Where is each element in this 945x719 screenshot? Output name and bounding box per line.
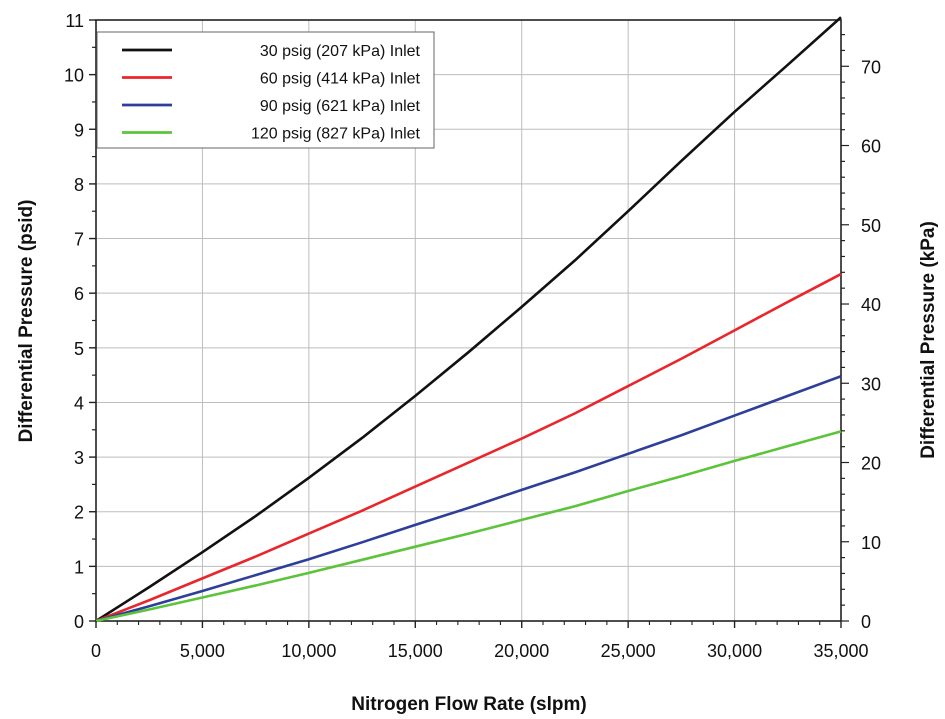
x-tick-label: 25,000 (601, 641, 656, 661)
y-tick-label-right: 20 (861, 454, 881, 474)
y-tick-label-left: 8 (74, 175, 84, 195)
y-tick-label-right: 60 (861, 137, 881, 157)
y-tick-label-left: 5 (74, 339, 84, 359)
series-line-2 (95, 272, 842, 623)
legend-label-4: 120 psig (827 kPa) Inlet (251, 126, 421, 143)
y-tick-label-right: 70 (861, 57, 881, 77)
series-line-3 (95, 375, 842, 623)
legend: 30 psig (207 kPa) Inlet 60 psig (414 kPa)… (96, 31, 435, 149)
y-tick-label-left: 0 (74, 612, 84, 632)
y-tick-label-right: 40 (861, 295, 881, 315)
y-tick-label-left: 6 (74, 284, 84, 304)
right-axis: 0 10 20 30 40 50 60 70 (841, 33, 881, 632)
series-line-4 (95, 430, 842, 623)
y-tick-label-left: 3 (74, 448, 84, 468)
legend-label-2: 60 psig (414 kPa) Inlet (260, 71, 421, 88)
legend-label-1: 30 psig (207 kPa) Inlet (260, 43, 421, 60)
y-tick-label-left: 11 (65, 11, 84, 31)
x-tick-label: 10,000 (281, 641, 336, 661)
series-line-1 (95, 16, 842, 623)
bottom-axis: 0 5,000 10,000 15,000 20,000 25,000 30,000 35,0… (91, 621, 869, 661)
y-tick-label-left: 7 (74, 230, 84, 250)
y-tick-label-left: 4 (74, 393, 84, 413)
series-layer (95, 16, 842, 623)
y-tick-label-left: 10 (64, 66, 84, 86)
y-tick-label-left: 1 (74, 557, 84, 577)
x-tick-label: 20,000 (494, 641, 549, 661)
y-axis-title-left: Differential Pressure (psid) (16, 200, 37, 443)
x-tick-label: 0 (91, 641, 101, 661)
y-tick-label-right: 0 (861, 612, 871, 632)
y-tick-label-right: 30 (861, 374, 881, 394)
y-tick-label-right: 50 (861, 216, 881, 236)
y-axis-title-right: Differential Pressure (kPa) (918, 221, 939, 459)
y-tick-label-left: 9 (74, 120, 84, 140)
x-axis-title: Nitrogen Flow Rate (slpm) (351, 694, 586, 715)
y-tick-label-left: 2 (74, 503, 84, 523)
y-tick-label-right: 10 (861, 533, 881, 553)
x-tick-label: 5,000 (180, 641, 225, 661)
x-tick-label: 30,000 (707, 641, 762, 661)
left-axis: 0 1 2 3 4 5 6 7 8 9 10 11 (64, 11, 96, 632)
x-tick-label: 15,000 (388, 641, 443, 661)
legend-label-3: 90 psig (621 kPa) Inlet (260, 98, 421, 115)
x-tick-label: 35,000 (813, 641, 868, 661)
